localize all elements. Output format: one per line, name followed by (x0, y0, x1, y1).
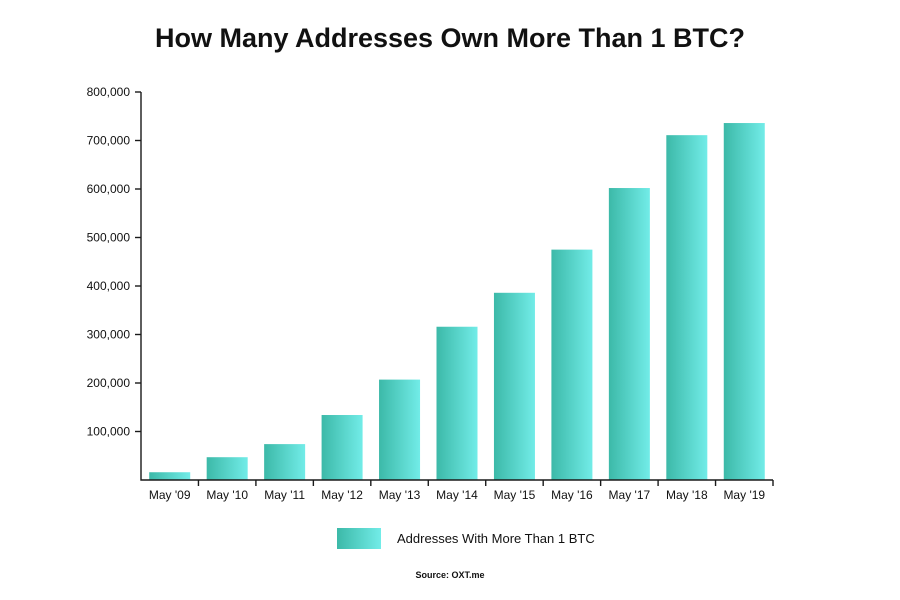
x-tick-label: May '19 (723, 488, 765, 502)
x-tick-label: May '18 (666, 488, 708, 502)
bar (206, 457, 248, 480)
x-tick-label: May '16 (551, 488, 593, 502)
y-tick-label: 300,000 (87, 328, 131, 342)
bar (723, 123, 765, 480)
x-tick-label: May '15 (494, 488, 536, 502)
bar (264, 444, 306, 480)
x-tick-label: May '09 (149, 488, 191, 502)
bar (436, 326, 478, 480)
x-tick-label: May '11 (264, 488, 305, 502)
bar (666, 135, 708, 481)
legend-swatch (337, 528, 381, 549)
y-tick-label: 500,000 (87, 231, 131, 245)
y-tick-label: 800,000 (87, 85, 131, 99)
bar (493, 292, 535, 480)
y-tick-label: 400,000 (87, 279, 131, 293)
y-tick-label: 200,000 (87, 376, 131, 390)
bar (608, 188, 650, 480)
x-tick-label: May '14 (436, 488, 478, 502)
bar (379, 379, 421, 480)
x-tick-label: May '12 (321, 488, 363, 502)
x-tick-label: May '17 (609, 488, 651, 502)
y-tick-label: 700,000 (87, 134, 131, 148)
legend: Addresses With More Than 1 BTC (337, 528, 595, 549)
bars (149, 123, 765, 481)
x-axis-ticks: May '09 May '10 May '11 May '12 May '13 May '… (149, 480, 774, 502)
x-tick-label: May '10 (206, 488, 248, 502)
bar (551, 249, 593, 480)
x-tick-label: May '13 (379, 488, 421, 502)
source-note: Source: OXT.me (415, 570, 484, 580)
legend-label: Addresses With More Than 1 BTC (397, 531, 595, 546)
bar (321, 415, 363, 480)
y-axis-ticks: 100,000 200,000 300,000 400,000 500,000 600,0… (87, 85, 141, 439)
y-tick-label: 600,000 (87, 182, 131, 196)
y-tick-label: 100,000 (87, 425, 131, 439)
bar (149, 472, 191, 480)
axes (140, 92, 773, 481)
chart-title: How Many Addresses Own More Than 1 BTC? (155, 23, 745, 53)
